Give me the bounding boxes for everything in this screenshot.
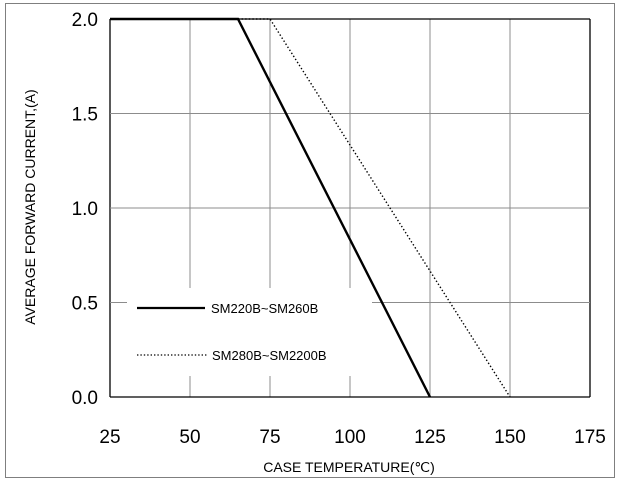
y-tick-label: 1.0: [72, 199, 98, 220]
series-layer: [110, 17, 511, 398]
tick-labels: 25 50 75 100 125 150 175 0.0 0.5 1.0 1.5 2.0: [72, 10, 606, 448]
x-axis-label: CASE TEMPERATURE(℃): [263, 459, 435, 475]
y-tick-label: 1.5: [72, 105, 98, 126]
legend-label: SM280B~SM2200B: [212, 348, 327, 363]
legend-box: [127, 288, 372, 376]
y-axis-label: AVERAGE FORWARD CURRENT,(A): [22, 89, 38, 324]
y-tick-label: 0.5: [72, 294, 98, 315]
x-tick-label: 25: [99, 427, 120, 448]
x-tick-label: 50: [179, 427, 200, 448]
x-tick-label: 125: [414, 427, 446, 448]
chart-frame: [5, 3, 615, 478]
x-tick-label: 175: [574, 427, 606, 448]
y-tick-label: 0.0: [72, 388, 98, 409]
legend-label: SM220B~SM260B: [211, 301, 318, 316]
x-tick-label: 75: [259, 427, 280, 448]
x-tick-label: 100: [334, 427, 366, 448]
x-tick-label: 150: [494, 427, 526, 448]
y-tick-label: 2.0: [72, 10, 98, 31]
